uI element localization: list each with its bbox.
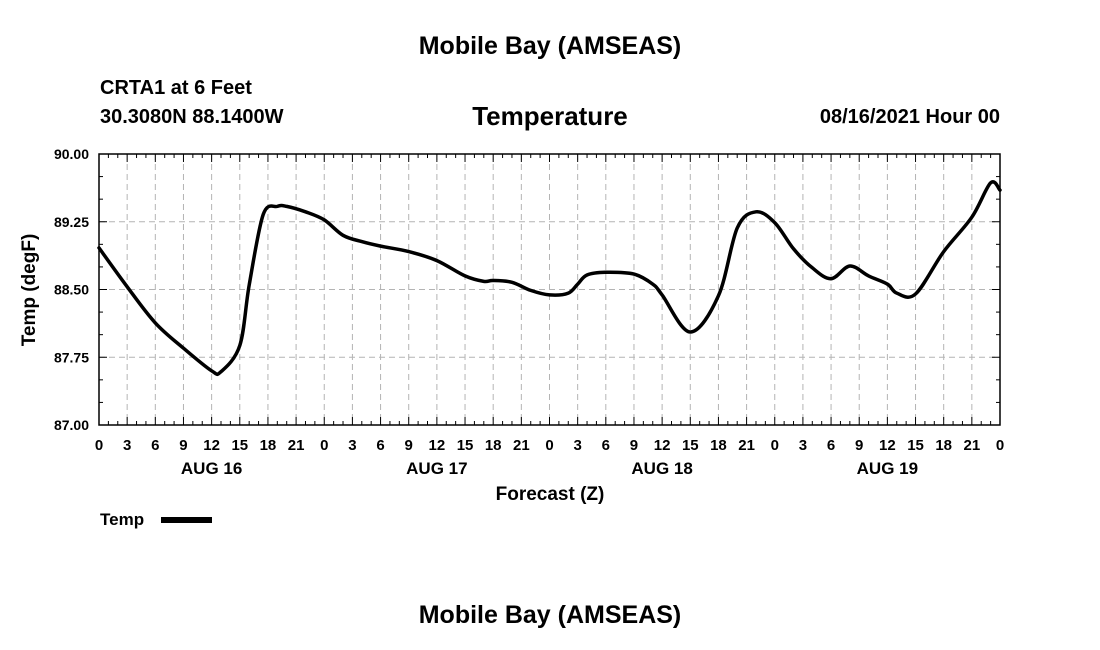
day-label: AUG 18 bbox=[631, 459, 692, 478]
top-title: Mobile Bay (AMSEAS) bbox=[418, 32, 682, 60]
x-tick-label: 15 bbox=[457, 437, 474, 454]
forecast-datetime: 08/16/2021 Hour 00 bbox=[819, 106, 1000, 128]
x-tick-label: 6 bbox=[151, 437, 159, 454]
x-tick-label: 6 bbox=[602, 437, 610, 454]
chart-title: Temperature bbox=[472, 101, 628, 131]
station-coordinates: 30.3080N 88.1400W bbox=[100, 106, 284, 128]
x-tick-label: 15 bbox=[907, 437, 924, 454]
x-tick-label: 12 bbox=[203, 437, 220, 454]
y-tick-label: 88.50 bbox=[54, 282, 89, 298]
x-tick-label: 18 bbox=[935, 437, 952, 454]
x-tick-label: 0 bbox=[996, 437, 1004, 454]
x-tick-label: 21 bbox=[738, 437, 755, 454]
grid-lines bbox=[99, 154, 1000, 425]
x-tick-label: 0 bbox=[545, 437, 553, 454]
station-label: CRTA1 at 6 Feet bbox=[100, 77, 252, 99]
x-tick-label: 3 bbox=[123, 437, 131, 454]
x-tick-label: 0 bbox=[771, 437, 779, 454]
axis-ticks bbox=[98, 153, 1001, 426]
x-axis-label: Forecast (Z) bbox=[496, 484, 605, 505]
y-tick-labels: 90.00 89.25 88.50 87.75 87.00 bbox=[54, 146, 89, 433]
legend-swatch bbox=[161, 517, 212, 523]
y-tick-label: 90.00 bbox=[54, 146, 89, 162]
temp-series-line bbox=[97, 180, 1002, 377]
bottom-title: Mobile Bay (AMSEAS) bbox=[418, 601, 682, 629]
x-tick-label: 9 bbox=[630, 437, 638, 454]
x-tick-label: 15 bbox=[231, 437, 248, 454]
legend-label: Temp bbox=[100, 510, 145, 529]
x-tick-label: 12 bbox=[654, 437, 671, 454]
x-tick-label: 3 bbox=[573, 437, 581, 454]
x-tick-label: 0 bbox=[95, 437, 103, 454]
x-tick-label: 6 bbox=[827, 437, 835, 454]
x-tick-label: 3 bbox=[348, 437, 356, 454]
x-tick-label: 9 bbox=[179, 437, 187, 454]
x-tick-label: 21 bbox=[964, 437, 981, 454]
x-tick-label: 12 bbox=[879, 437, 896, 454]
x-tick-label: 21 bbox=[288, 437, 305, 454]
x-tick-label: 18 bbox=[710, 437, 727, 454]
x-tick-label: 0 bbox=[320, 437, 328, 454]
x-tick-label: 21 bbox=[513, 437, 530, 454]
y-tick-label: 87.00 bbox=[54, 417, 89, 433]
x-tick-label: 6 bbox=[376, 437, 384, 454]
x-tick-label: 12 bbox=[429, 437, 446, 454]
x-tick-labels: 0 3 6 9 12 15 18 21 0 3 6 9 12 15 18 21 0 3 6 9 12 15 18 21 0 3 6 9… bbox=[95, 437, 1004, 454]
x-tick-label: 9 bbox=[405, 437, 413, 454]
y-axis-label: Temp (degF) bbox=[19, 234, 40, 347]
x-tick-label: 15 bbox=[682, 437, 699, 454]
x-tick-label: 3 bbox=[799, 437, 807, 454]
y-tick-label: 89.25 bbox=[54, 214, 89, 230]
day-label: AUG 16 bbox=[181, 459, 242, 478]
x-tick-label: 18 bbox=[260, 437, 277, 454]
y-tick-label: 87.75 bbox=[54, 349, 89, 365]
day-labels: AUG 16 AUG 17 AUG 18 AUG 19 bbox=[181, 459, 918, 478]
x-tick-label: 9 bbox=[855, 437, 863, 454]
x-tick-label: 18 bbox=[485, 437, 502, 454]
day-label: AUG 17 bbox=[406, 459, 467, 478]
day-label: AUG 19 bbox=[857, 459, 918, 478]
